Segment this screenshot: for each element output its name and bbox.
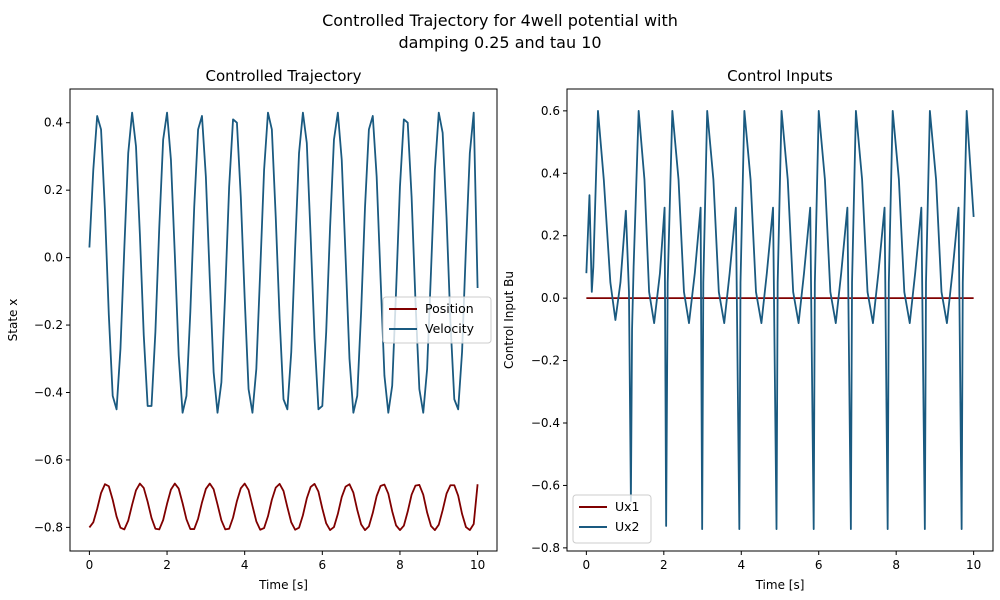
y-tick-label: −0.4 [34, 386, 63, 400]
chart-panel-1: 0 2 4 6 8 10 −0.8 −0.6 −0.4 −0.2 0.0 0.2 0.4 Controll… [6, 67, 498, 592]
x-tick-label: 8 [892, 558, 900, 572]
legend-entry-ux2: Ux2 [615, 519, 640, 534]
x-tick-label: 0 [583, 558, 591, 572]
series-line-velocity [88, 111, 479, 414]
x-tick-label: 8 [396, 558, 404, 572]
plot-frame [69, 88, 498, 552]
y-tick-label: −0.2 [34, 318, 63, 332]
y-tick-label: −0.4 [531, 416, 560, 430]
y-tick-label: −0.6 [34, 453, 63, 467]
series-line-position [88, 482, 479, 531]
x-tick-label: 4 [737, 558, 745, 572]
y-tick-label: 0.6 [541, 104, 560, 118]
x-tick-label: 6 [815, 558, 823, 572]
x-tick-label: 10 [966, 558, 981, 572]
y-tick-label: 0.0 [541, 291, 560, 305]
axes-title: Controlled Trajectory [206, 67, 362, 85]
x-tick-label: 0 [86, 558, 94, 572]
legend-entry-velocity: Velocity [425, 321, 475, 336]
x-tick-label: 2 [163, 558, 171, 572]
y-tick-label: 0.4 [541, 166, 560, 180]
y-tick-label: −0.8 [34, 520, 63, 534]
y-tick-label: 0.2 [44, 183, 63, 197]
x-tick-label: 2 [660, 558, 668, 572]
y-axis-label: State x [6, 299, 20, 342]
legend-entry-position: Position [425, 301, 474, 316]
legend-entry-ux1: Ux1 [615, 499, 640, 514]
figure-title-line2: damping 0.25 and tau 10 [398, 33, 602, 52]
figure-title-line1: Controlled Trajectory for 4well potentia… [322, 11, 678, 30]
y-tick-label: −0.2 [531, 354, 560, 368]
x-tick-label: 4 [241, 558, 249, 572]
y-tick-label: 0.2 [541, 229, 560, 243]
x-axis-label: Time [s] [258, 578, 308, 592]
legend: Position Velocity [382, 296, 492, 344]
y-tick-label: 0.4 [44, 116, 63, 130]
series-line-ux2 [585, 109, 975, 531]
axes-title: Control Inputs [727, 67, 833, 85]
y-tick-label: 0.0 [44, 251, 63, 265]
y-axis-label: Control Input Bu [502, 271, 516, 369]
x-tick-label: 6 [318, 558, 326, 572]
x-tick-label: 10 [470, 558, 485, 572]
y-tick-label: −0.6 [531, 478, 560, 492]
chart-panel-2: 0 2 4 6 8 10 −0.8 −0.6 −0.4 −0.2 0.0 0.2 0.4 0.6 Contr… [502, 67, 994, 592]
plot-frame [566, 88, 994, 552]
x-axis-label: Time [s] [755, 578, 805, 592]
y-tick-label: −0.8 [531, 541, 560, 555]
